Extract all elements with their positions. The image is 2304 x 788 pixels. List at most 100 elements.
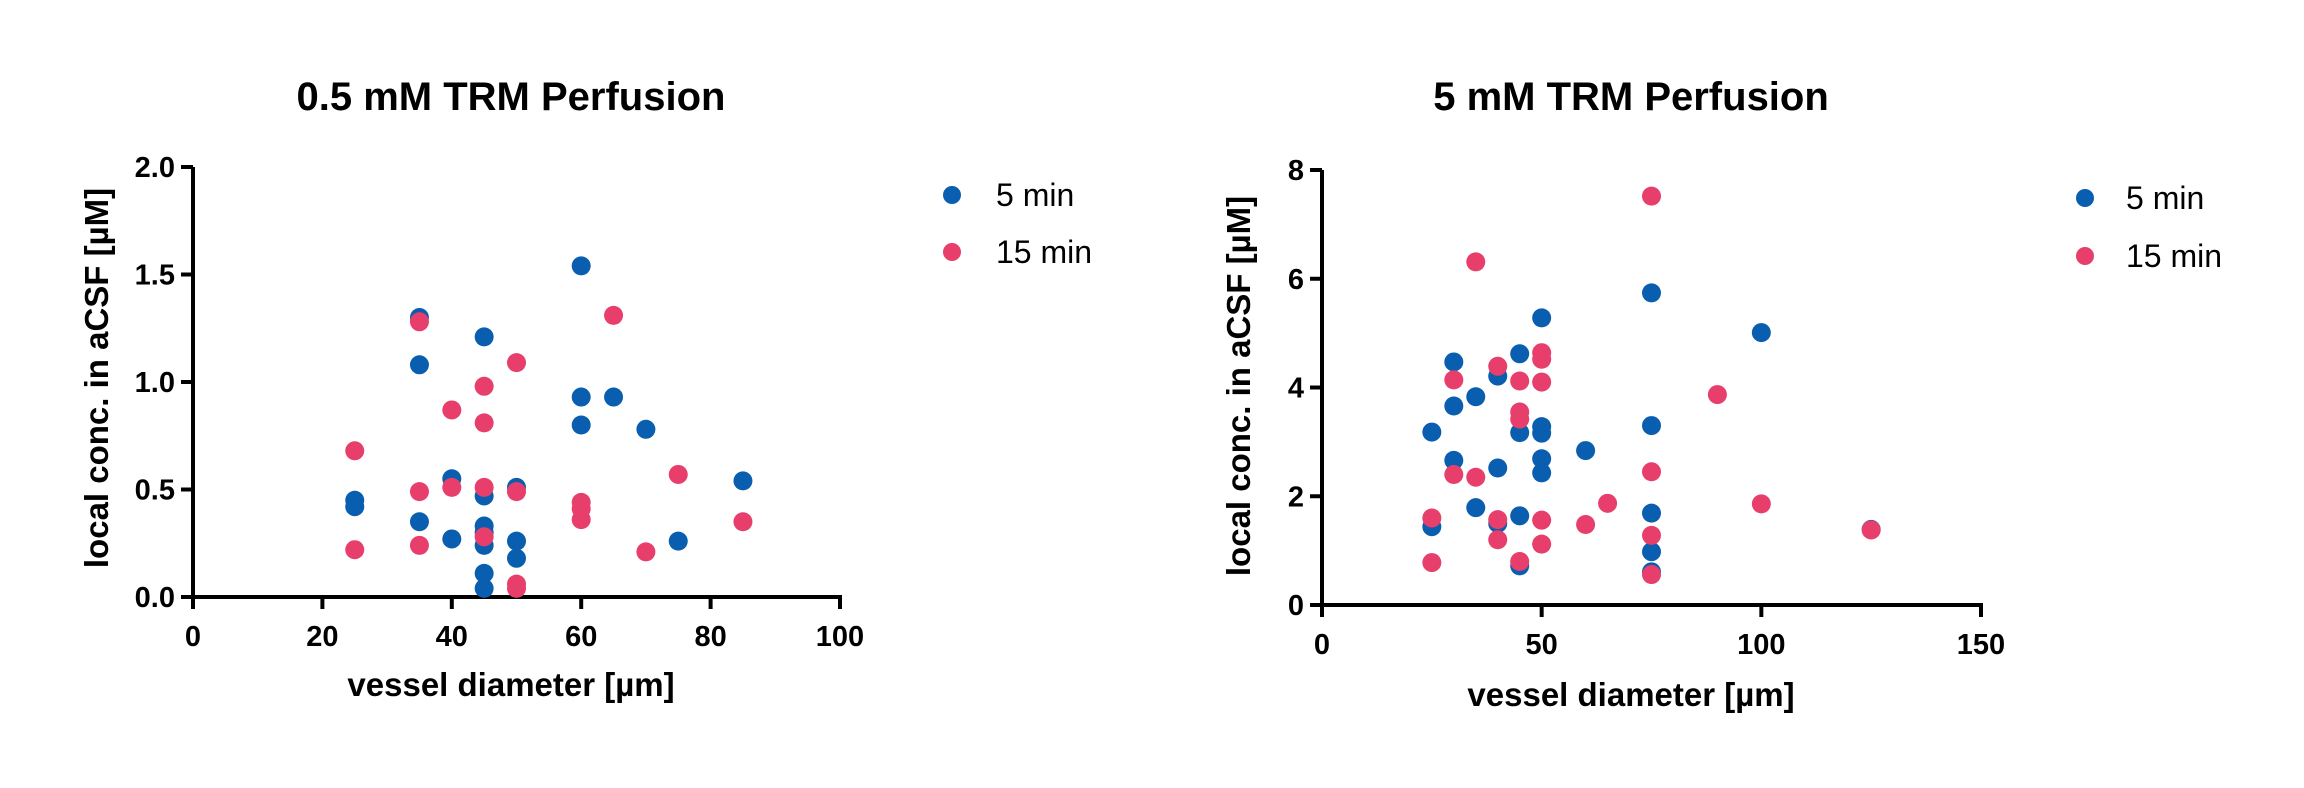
chart-panel-left: 0.5 mM TRM Perfusion local conc. in aCSF… xyxy=(78,75,1092,703)
y-tick-label: 2.0 xyxy=(135,152,175,184)
x-tick-label: 0 xyxy=(185,621,201,653)
data-point-5min xyxy=(1466,387,1486,407)
data-point-15min xyxy=(345,441,365,461)
data-point-5min xyxy=(345,497,365,517)
data-point-15min xyxy=(1444,370,1464,390)
data-point-5min xyxy=(1642,416,1661,436)
data-point-15min xyxy=(474,376,494,396)
legend-marker-15min xyxy=(2076,247,2094,265)
data-point-15min xyxy=(1466,252,1486,272)
data-point-15min xyxy=(1751,494,1771,514)
data-point-15min xyxy=(1488,530,1508,550)
data-point-15min xyxy=(442,477,462,497)
data-point-5min xyxy=(1642,542,1661,562)
data-point-15min xyxy=(1532,534,1552,554)
y-axis-label: local conc. in aCSF [µM] xyxy=(78,188,115,568)
y-tick-label: 4 xyxy=(1288,373,1304,405)
data-point-5min xyxy=(1532,308,1552,328)
data-point-5min xyxy=(1444,396,1464,416)
data-point-15min xyxy=(1532,510,1552,530)
data-point-15min xyxy=(1510,552,1530,571)
data-point-5min xyxy=(474,563,494,583)
data-point-5min xyxy=(668,531,688,551)
y-tick-label: 6 xyxy=(1288,264,1304,296)
y-tick-label: 1.0 xyxy=(135,367,175,399)
data-point-15min xyxy=(1861,520,1881,540)
data-point-15min xyxy=(1576,515,1596,535)
x-tick-label: 80 xyxy=(694,621,726,653)
y-tick-label: 2 xyxy=(1288,481,1304,513)
data-point-5min xyxy=(409,512,429,532)
x-tick-label: 40 xyxy=(436,621,468,653)
data-point-15min xyxy=(1510,409,1530,429)
data-point-5min xyxy=(1466,498,1486,518)
data-point-5min xyxy=(1444,352,1464,372)
data-point-15min xyxy=(474,413,494,433)
data-point-15min xyxy=(604,305,624,325)
data-point-15min xyxy=(474,527,494,547)
data-point-5min xyxy=(474,327,494,347)
x-tick-label: 100 xyxy=(816,621,864,653)
data-point-5min xyxy=(1510,506,1530,526)
data-point-15min xyxy=(1707,385,1727,405)
data-point-15min xyxy=(409,535,429,555)
data-point-15min xyxy=(1510,371,1530,391)
legend-label-15min: 15 min xyxy=(2126,238,2222,274)
y-tick-label: 0.5 xyxy=(135,475,175,507)
data-point-15min xyxy=(409,312,429,332)
chart-title: 5 mM TRM Perfusion xyxy=(1433,75,1829,119)
data-point-5min xyxy=(1642,503,1661,523)
data-point-5min xyxy=(1642,283,1661,303)
data-point-15min xyxy=(1444,465,1464,484)
chart-title: 0.5 mM TRM Perfusion xyxy=(297,75,726,119)
data-point-5min xyxy=(1422,422,1442,442)
x-tick-label: 60 xyxy=(565,621,597,653)
legend-label-15min: 15 min xyxy=(996,234,1092,270)
data-point-5min xyxy=(571,415,591,435)
data-point-15min xyxy=(571,510,591,530)
data-point-15min xyxy=(1598,493,1618,513)
data-point-5min xyxy=(571,256,591,276)
data-point-5min xyxy=(1532,463,1552,483)
legend-marker-5min xyxy=(943,186,961,204)
data-point-15min xyxy=(1642,186,1661,206)
data-point-5min xyxy=(1751,323,1771,343)
data-point-5min xyxy=(1510,423,1530,443)
data-point-15min xyxy=(442,400,462,420)
y-tick-label: 1.5 xyxy=(135,260,175,292)
legend: 5 min 15 min xyxy=(2076,180,2222,274)
legend-label-5min: 5 min xyxy=(2126,180,2204,216)
legend: 5 min 15 min xyxy=(943,177,1092,270)
data-point-15min xyxy=(1532,349,1552,369)
data-point-15min xyxy=(345,540,365,560)
data-point-5min xyxy=(1532,449,1552,469)
data-point-15min xyxy=(1422,508,1442,528)
data-point-5min xyxy=(636,419,656,439)
chart-panel-right: 5 mM TRM Perfusion local conc. in aCSF [… xyxy=(1220,75,2222,713)
data-point-5min xyxy=(507,531,526,551)
data-point-15min xyxy=(409,482,429,502)
data-point-5min xyxy=(1444,450,1464,470)
data-point-15min xyxy=(474,477,494,497)
legend-marker-15min xyxy=(943,243,961,261)
x-tick-label: 20 xyxy=(306,621,338,653)
data-point-15min xyxy=(1466,467,1486,487)
data-point-5min xyxy=(604,387,624,407)
legend-label-5min: 5 min xyxy=(996,177,1074,213)
x-tick-label: 100 xyxy=(1737,629,1785,661)
data-point-5min xyxy=(507,548,526,568)
data-point-5min xyxy=(409,355,429,375)
x-tick-label: 50 xyxy=(1526,629,1558,661)
data-point-5min xyxy=(442,529,462,549)
data-point-15min xyxy=(507,482,526,502)
x-tick-label: 150 xyxy=(1957,629,2005,661)
data-point-15min xyxy=(1422,553,1442,573)
data-point-15min xyxy=(1488,510,1508,530)
data-point-5min xyxy=(1510,344,1530,364)
y-axis-label: local conc. in aCSF [µM] xyxy=(1220,196,1257,576)
data-point-5min xyxy=(1532,423,1552,443)
x-axis-label: vessel diameter [µm] xyxy=(347,666,674,703)
data-point-5min xyxy=(474,578,494,598)
data-point-5min xyxy=(1576,441,1596,461)
